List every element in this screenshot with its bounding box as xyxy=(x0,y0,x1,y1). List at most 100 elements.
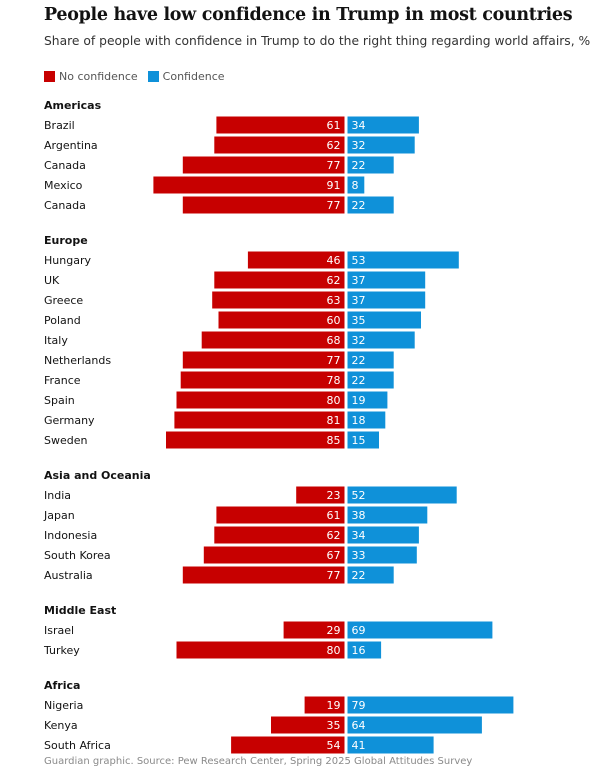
value-confidence-japan: 38 xyxy=(352,509,366,522)
group-label-americas: Americas xyxy=(44,99,102,112)
legend-item-no-confidence: No confidence xyxy=(44,70,138,83)
country-label-hungary: Hungary xyxy=(44,254,91,267)
bar-no-confidence-nigeria xyxy=(304,696,345,714)
bar-confidence-india xyxy=(347,486,457,504)
value-confidence-israel: 69 xyxy=(352,624,366,637)
value-confidence-india: 52 xyxy=(352,489,366,502)
value-no-confidence-indonesia: 62 xyxy=(327,529,341,542)
country-label-mexico: Mexico xyxy=(44,179,83,192)
country-label-germany: Germany xyxy=(44,414,95,427)
bar-confidence-nigeria xyxy=(347,696,514,714)
bar-no-confidence-poland xyxy=(218,311,345,329)
value-no-confidence-italy: 68 xyxy=(327,334,341,347)
value-confidence-spain: 19 xyxy=(352,394,366,407)
source-note: Guardian graphic. Source: Pew Research C… xyxy=(44,756,473,767)
bar-confidence-argentina xyxy=(347,136,415,154)
value-no-confidence-south-korea: 67 xyxy=(327,549,341,562)
value-confidence-poland: 35 xyxy=(352,314,366,327)
bar-no-confidence-canada xyxy=(182,196,345,214)
value-confidence-nigeria: 79 xyxy=(352,699,366,712)
bar-no-confidence-indonesia xyxy=(214,526,345,544)
bar-confidence-canada xyxy=(347,196,394,214)
bar-confidence-spain xyxy=(347,391,388,409)
bar-no-confidence-south-korea xyxy=(203,546,345,564)
value-confidence-uk: 37 xyxy=(352,274,366,287)
value-confidence-kenya: 64 xyxy=(352,719,366,732)
bar-no-confidence-japan xyxy=(216,506,345,524)
country-label-india: India xyxy=(44,489,71,502)
country-label-israel: Israel xyxy=(44,624,74,637)
value-no-confidence-turkey: 80 xyxy=(327,644,341,657)
bar-confidence-israel xyxy=(347,621,493,639)
country-label-italy: Italy xyxy=(44,334,68,347)
bar-confidence-netherlands xyxy=(347,351,394,369)
legend-swatch-no-confidence xyxy=(44,70,55,82)
bar-no-confidence-south-africa xyxy=(231,736,345,754)
bar-confidence-italy xyxy=(347,331,415,349)
value-confidence-hungary: 53 xyxy=(352,254,366,267)
value-no-confidence-canada: 77 xyxy=(327,199,341,212)
value-no-confidence-france: 78 xyxy=(327,374,341,387)
country-label-spain: Spain xyxy=(44,394,75,407)
value-confidence-greece: 37 xyxy=(352,294,366,307)
value-confidence-canada: 22 xyxy=(352,199,366,212)
value-confidence-turkey: 16 xyxy=(352,644,366,657)
value-confidence-germany: 18 xyxy=(352,414,366,427)
value-no-confidence-greece: 63 xyxy=(327,294,341,307)
value-no-confidence-argentina: 62 xyxy=(327,139,341,152)
group-label-europe: Europe xyxy=(44,234,88,247)
bar-no-confidence-germany xyxy=(174,411,345,429)
bar-confidence-australia xyxy=(347,566,394,584)
bar-no-confidence-sweden xyxy=(166,431,345,449)
value-confidence-mexico: 8 xyxy=(352,179,359,192)
value-no-confidence-australia: 77 xyxy=(327,569,341,582)
country-label-argentina: Argentina xyxy=(44,139,98,152)
bar-no-confidence-argentina xyxy=(214,136,345,154)
country-label-nigeria: Nigeria xyxy=(44,699,83,712)
country-label-australia: Australia xyxy=(44,569,93,582)
bar-confidence-indonesia xyxy=(347,526,419,544)
value-confidence-south-korea: 33 xyxy=(352,549,366,562)
bar-no-confidence-kenya xyxy=(271,716,345,734)
value-confidence-indonesia: 34 xyxy=(352,529,366,542)
country-label-japan: Japan xyxy=(43,509,75,522)
value-no-confidence-canada: 77 xyxy=(327,159,341,172)
bar-no-confidence-australia xyxy=(182,566,345,584)
bar-no-confidence-france xyxy=(180,371,345,389)
value-confidence-australia: 22 xyxy=(352,569,366,582)
value-no-confidence-netherlands: 77 xyxy=(327,354,341,367)
bar-confidence-greece xyxy=(347,291,426,309)
value-no-confidence-uk: 62 xyxy=(327,274,341,287)
value-no-confidence-japan: 61 xyxy=(327,509,341,522)
bar-no-confidence-turkey xyxy=(176,641,345,659)
bar-confidence-mexico xyxy=(347,176,365,194)
bar-confidence-hungary xyxy=(347,251,459,269)
chart-subtitle: Share of people with confidence in Trump… xyxy=(44,34,591,48)
country-label-poland: Poland xyxy=(44,314,81,327)
bar-confidence-japan xyxy=(347,506,428,524)
value-confidence-south-africa: 41 xyxy=(352,739,366,752)
group-label-asia-and-oceania: Asia and Oceania xyxy=(44,469,151,482)
bar-confidence-france xyxy=(347,371,394,389)
country-label-france: France xyxy=(44,374,81,387)
value-no-confidence-germany: 81 xyxy=(327,414,341,427)
bar-no-confidence-mexico xyxy=(153,176,345,194)
value-confidence-canada: 22 xyxy=(352,159,366,172)
country-label-canada: Canada xyxy=(44,199,86,212)
bar-no-confidence-italy xyxy=(201,331,345,349)
value-no-confidence-south-africa: 54 xyxy=(327,739,341,752)
value-confidence-brazil: 34 xyxy=(352,119,366,132)
country-label-turkey: Turkey xyxy=(43,644,80,657)
country-label-kenya: Kenya xyxy=(44,719,78,732)
value-confidence-argentina: 32 xyxy=(352,139,366,152)
legend-label-confidence: Confidence xyxy=(162,69,225,83)
bar-confidence-kenya xyxy=(347,716,482,734)
value-no-confidence-israel: 29 xyxy=(327,624,341,637)
country-label-greece: Greece xyxy=(44,294,83,307)
country-label-indonesia: Indonesia xyxy=(44,529,97,542)
bar-confidence-uk xyxy=(347,271,426,289)
chart-title: People have low confidence in Trump in m… xyxy=(44,5,573,25)
bar-confidence-south-africa xyxy=(347,736,434,754)
bar-confidence-turkey xyxy=(347,641,382,659)
value-no-confidence-sweden: 85 xyxy=(327,434,341,447)
